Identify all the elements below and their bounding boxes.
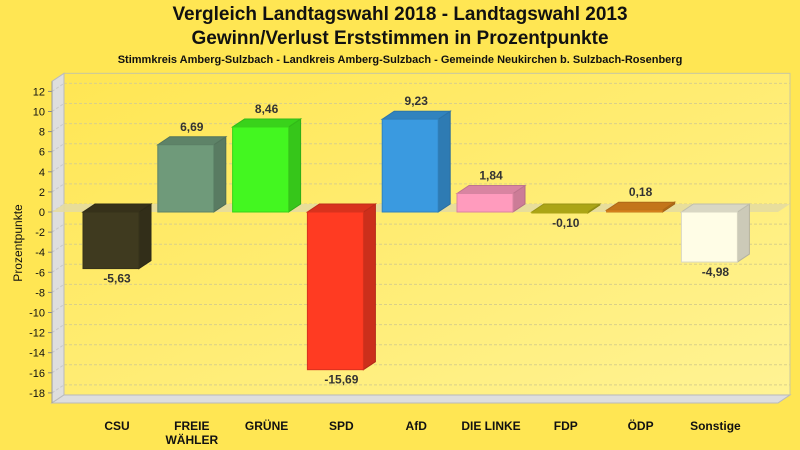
bar-front [82,211,140,270]
y-tick-label: 4 [39,167,45,179]
x-tick-label-line: Sonstige [690,419,741,433]
bar-side [213,135,227,213]
grid-line-side [51,183,65,193]
bar-front [381,118,439,213]
grid-line-side [51,163,65,173]
bar-top [455,185,527,195]
bar-front [157,144,215,213]
grid-line-side [51,344,65,354]
grid-line-side [51,223,65,233]
grid-line-side [51,384,65,394]
bar-top [604,201,677,211]
y-tick-label: -12 [29,328,45,340]
y-tick-label: -10 [29,308,45,320]
x-tick-label-line: DIE LINKE [461,419,520,433]
y-tick-label: -2 [35,227,45,239]
y-tick-label: -14 [29,348,45,360]
data-label: -5,63 [103,272,131,286]
bar-top [81,203,153,213]
x-tick-label: AfD [406,419,428,433]
bar-top [530,203,602,213]
bar-csu [81,203,153,270]
bar-fdp [530,203,602,214]
y-tick-label: 2 [39,187,45,199]
data-label: 8,46 [255,102,279,116]
grid-line-side [51,103,65,112]
grid-line-side [51,82,65,92]
x-tick-label-line: CSU [104,419,129,433]
bar-front [606,209,664,213]
data-label: 6,69 [180,120,204,134]
grid-line-side [51,304,65,313]
x-tick-label-line: FDP [554,419,578,433]
chart-title-2: Gewinn/Verlust Erststimmen in Prozentpun… [191,28,609,49]
x-tick-label-line: AfD [406,419,428,433]
data-label: -0,10 [552,216,580,230]
y-tick-label: 10 [33,107,45,119]
y-tick-label: 0 [39,207,45,219]
chart-subtitle: Stimmkreis Amberg-Sulzbach - Landkreis A… [117,54,683,66]
bar-front [456,193,514,213]
x-tick-label-line: ÖDP [628,418,654,433]
grid-line-side [51,324,65,334]
x-tick-label: ÖDP [628,418,654,433]
x-tick-label: SPD [329,419,354,433]
grid-line-side [51,364,65,374]
y-tick-label: 6 [39,147,45,159]
y-tick-label: -6 [35,267,45,279]
bar-side [362,203,376,371]
x-tick-label: FREIE WÄHLER [165,419,218,447]
bar-front [531,211,589,214]
x-tick-label: FDP [554,419,578,433]
y-tick-label: -4 [35,247,45,259]
data-label: 9,23 [405,94,429,108]
bar-front [306,211,364,371]
data-label: 0,18 [629,185,653,199]
plot-side-wall [51,72,65,404]
data-label: -4,98 [702,265,730,279]
grid-line-side [51,123,65,133]
x-tick-label-line: FREIE [174,419,209,433]
y-tick-label: -16 [29,368,45,380]
grid-line-side [51,243,65,253]
bar-die-linke [455,184,527,213]
bar-top [156,136,228,146]
bar-top [679,203,752,213]
y-tick-label: -18 [29,388,45,400]
x-tick-label-line: SPD [329,419,354,433]
grid-line-side [51,263,65,273]
grid-line-side [51,283,65,293]
bar-spd [305,203,378,371]
chart-title: Vergleich Landtagswahl 2018 - Landtagswa… [172,4,628,25]
bar-top [380,110,452,120]
x-tick-label: CSU [104,419,129,433]
bar-side [437,110,451,213]
bar-top [230,118,303,128]
grid-line-side [51,143,65,153]
bar-side [288,118,302,213]
y-tick-label: 8 [39,127,45,139]
bar-front [680,211,738,263]
plot-floor [50,394,792,404]
bar-side [138,203,152,270]
x-tick-label-line: WÄHLER [165,432,218,447]
bar-grüne [230,118,303,213]
data-label: -15,69 [324,373,358,387]
x-tick-label: GRÜNE [245,418,288,433]
bar-top [305,203,378,213]
x-tick-label-line: GRÜNE [245,418,288,433]
data-label: 1,84 [479,169,503,183]
bar-freie-wähler [156,135,228,213]
x-tick-label: Sonstige [690,419,741,433]
y-tick-label: -8 [35,287,45,299]
y-tick-label: 12 [33,86,45,98]
bar-front [232,126,290,213]
bar-side [736,203,750,263]
bar-ödp [604,201,677,213]
bar-afd [380,110,452,213]
y-axis-label: Prozentpunkte [11,204,25,282]
bar-sonstige [679,203,752,263]
x-tick-label: DIE LINKE [461,419,520,433]
